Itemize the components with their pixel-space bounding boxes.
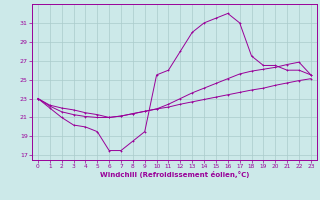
X-axis label: Windchill (Refroidissement éolien,°C): Windchill (Refroidissement éolien,°C) — [100, 171, 249, 178]
